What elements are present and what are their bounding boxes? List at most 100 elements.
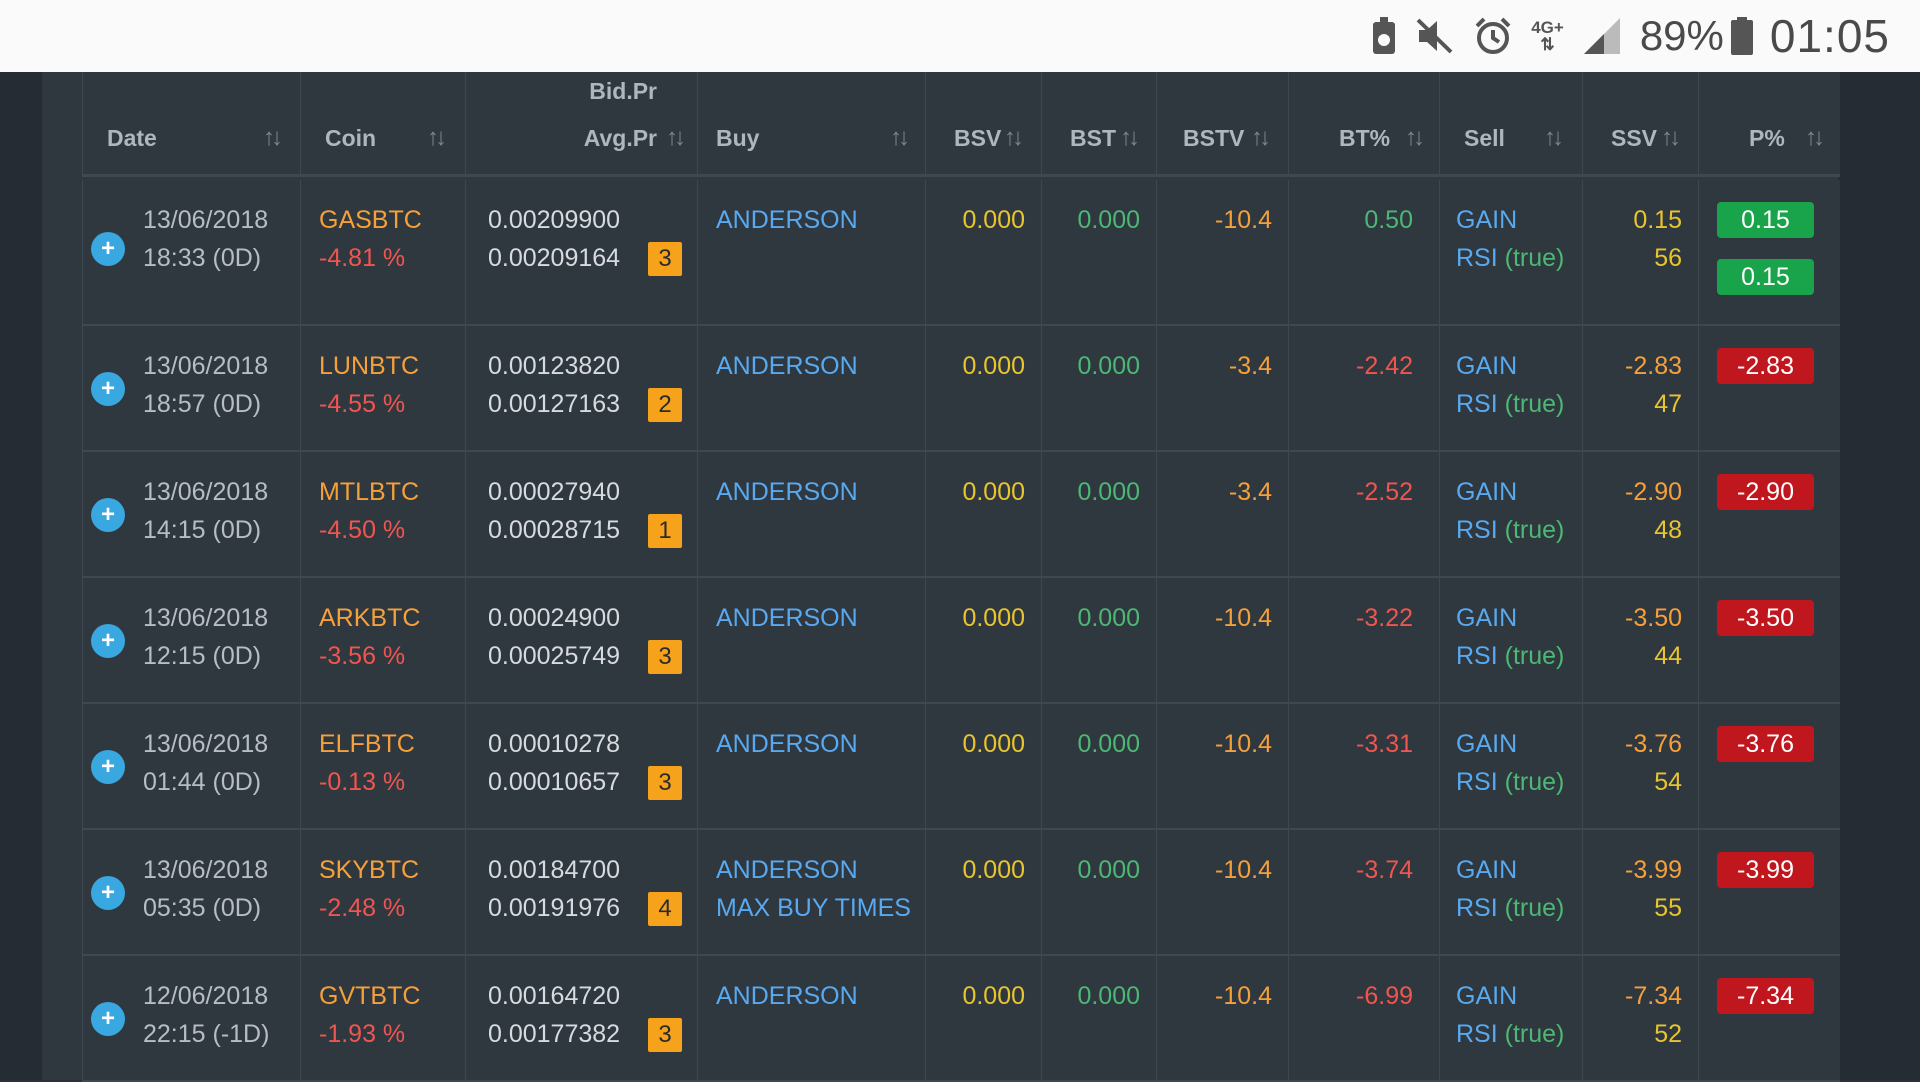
sort-icon[interactable]: ↑↓ [1805,124,1825,151]
cell-coin: ELFBTC -0.13 % [300,704,465,828]
sell-indicator: RSI [1456,642,1498,670]
cell-ssv: -7.34 52 [1582,956,1698,1080]
status-bar: 4G+ ⇅ 89% 01:05 [0,0,1920,72]
bid-price: 0.00024900 [488,604,621,632]
buy-strategy-secondary: MAX BUY TIMES [716,894,911,922]
avg-price: 0.00025749 [488,642,621,670]
ssv-value: 0.15 [1633,206,1682,234]
plus-icon: + [100,879,115,906]
table-row[interactable]: +13/06/2018 01:44 (0D) ELFBTC -0.13 % 0.0001… [82,704,1840,830]
expand-row-button[interactable]: + [91,498,125,532]
cell-sell: GAIN RSI (true) [1439,704,1582,828]
table-row[interactable]: +13/06/2018 12:15 (0D) ARKBTC -3.56 % 0.0002… [82,578,1840,704]
avg-price: 0.00209164 [488,244,621,272]
header-price[interactable]: Bid.Pr Avg.Pr ↑↓ [465,72,697,174]
avg-price: 0.00010657 [488,768,621,796]
cell-bstv: -10.4 [1156,830,1288,954]
coin-name[interactable]: GASBTC [319,206,422,234]
sort-icon[interactable]: ↑↓ [1661,124,1681,151]
battery-icon [1730,16,1754,56]
bst-value: 0.000 [1077,982,1140,1010]
sort-icon[interactable]: ↑↓ [1120,124,1140,151]
coin-name[interactable]: ELFBTC [319,730,415,758]
bstv-value: -10.4 [1215,604,1272,632]
time-text: 01:44 (0D) [143,768,262,796]
cell-bsv: 0.000 [925,956,1041,1080]
sort-icon[interactable]: ↑↓ [890,124,910,151]
table-row[interactable]: +12/06/2018 22:15 (-1D) GVTBTC -1.93 % 0.001… [82,956,1840,1082]
ssv-secondary: 56 [1654,244,1682,272]
profit-badge: -7.34 [1717,978,1814,1014]
bt-value: -3.74 [1356,856,1413,884]
cell-bsv: 0.000 [925,704,1041,828]
bstv-value: -3.4 [1228,478,1272,506]
coin-name[interactable]: LUNBTC [319,352,420,380]
cell-coin: GVTBTC -1.93 % [300,956,465,1080]
header-bsv[interactable]: BSV ↑↓ [925,72,1041,174]
sort-icon[interactable]: ↑↓ [1251,124,1271,151]
ssv-value: -7.34 [1625,982,1682,1010]
header-ssv[interactable]: SSV ↑↓ [1582,72,1698,174]
coin-name[interactable]: ARKBTC [319,604,421,632]
header-bst[interactable]: BST ↑↓ [1041,72,1156,174]
expand-row-button[interactable]: + [91,876,125,910]
date-text: 13/06/2018 [143,856,269,884]
header-coin[interactable]: Coin ↑↓ [300,72,465,174]
cell-bt: -2.42 [1288,326,1439,450]
date-text: 13/06/2018 [143,604,269,632]
header-buy[interactable]: Buy ↑↓ [697,72,925,174]
sort-icon[interactable]: ↑↓ [1544,124,1564,151]
cell-date: +13/06/2018 12:15 (0D) [82,578,300,702]
table-row[interactable]: +13/06/2018 18:33 (0D) GASBTC -4.81 % 0.0020… [82,180,1840,326]
coin-name[interactable]: GVTBTC [319,982,421,1010]
header-bstv-label: BSTV [1183,125,1245,151]
buy-count-badge: 2 [648,388,682,422]
profit-badge: -3.50 [1717,600,1814,636]
table-header: Date ↑↓ Coin ↑↓ Bid.Pr Avg.Pr ↑↓ Buy ↑↓ … [82,72,1840,177]
buy-count-badge: 3 [648,640,682,674]
ssv-value: -3.50 [1625,604,1682,632]
bt-value: -2.42 [1356,352,1413,380]
expand-row-button[interactable]: + [91,750,125,784]
bsv-value: 0.000 [962,478,1025,506]
plus-icon: + [100,1005,115,1032]
4g-data-icon: 4G+ ⇅ [1531,19,1564,53]
cell-buy: ANDERSON [697,326,925,450]
sort-icon[interactable]: ↑↓ [263,124,283,151]
cell-bt: -3.22 [1288,578,1439,702]
coin-name[interactable]: MTLBTC [319,478,419,506]
cell-buy: ANDERSON [697,956,925,1080]
cell-date: +13/06/2018 18:57 (0D) [82,326,300,450]
table-row[interactable]: +13/06/2018 18:57 (0D) LUNBTC -4.55 % 0.0012… [82,326,1840,452]
coin-name[interactable]: SKYBTC [319,856,420,884]
header-bt[interactable]: BT% ↑↓ [1288,72,1439,174]
table-row[interactable]: +13/06/2018 14:15 (0D) MTLBTC -4.50 % 0.0002… [82,452,1840,578]
header-p[interactable]: P% ↑↓ [1698,72,1840,174]
cell-price: 0.00184700 0.00191976 4 [465,830,697,954]
battery-percent: 89% [1639,12,1724,59]
sell-strategy: GAIN [1456,982,1518,1010]
sort-icon[interactable]: ↑↓ [1004,124,1024,151]
cell-ssv: -2.83 47 [1582,326,1698,450]
sort-icon[interactable]: ↑↓ [666,124,686,151]
expand-row-button[interactable]: + [91,372,125,406]
cell-date: +12/06/2018 22:15 (-1D) [82,956,300,1080]
sell-indicator-flag: (true) [1504,1020,1565,1048]
network-label: 4G+ [1531,18,1564,37]
expand-row-button[interactable]: + [91,1002,125,1036]
expand-row-button[interactable]: + [91,232,125,266]
header-sell[interactable]: Sell ↑↓ [1439,72,1582,174]
bt-value: 0.50 [1364,206,1413,234]
profit-badge: -3.99 [1717,852,1814,888]
table-row[interactable]: +13/06/2018 05:35 (0D) SKYBTC -2.48 % 0.0018… [82,830,1840,956]
expand-row-button[interactable]: + [91,624,125,658]
header-bstv[interactable]: BSTV ↑↓ [1156,72,1288,174]
sort-icon[interactable]: ↑↓ [427,124,447,151]
cell-bt: -2.52 [1288,452,1439,576]
sort-icon[interactable]: ↑↓ [1405,124,1425,151]
header-date[interactable]: Date ↑↓ [82,72,300,174]
bstv-value: -3.4 [1228,352,1272,380]
right-scrollbar-track[interactable] [1838,72,1920,1080]
header-sell-label: Sell [1464,125,1505,151]
sell-indicator: RSI [1456,390,1498,418]
